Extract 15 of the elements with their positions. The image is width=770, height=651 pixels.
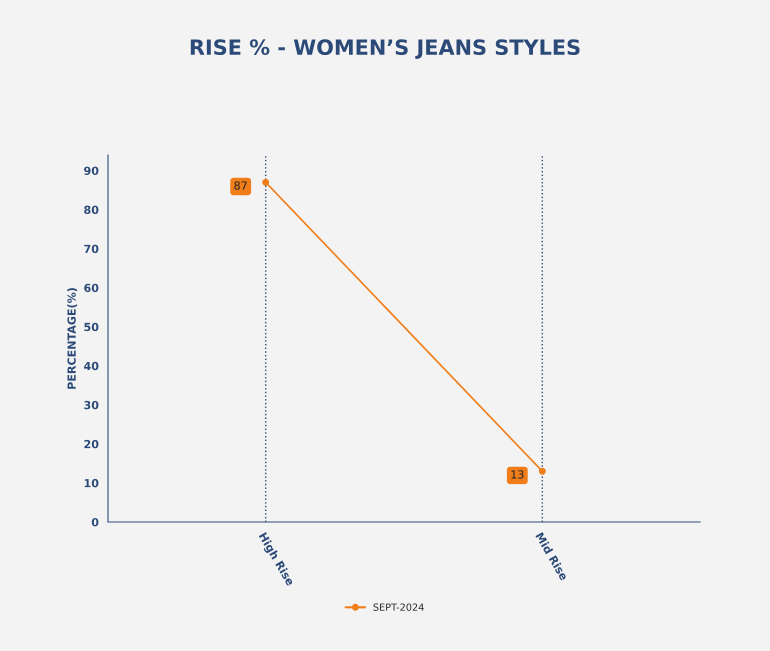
y-tick-label: 40: [84, 362, 98, 370]
y-tick-label: 70: [84, 244, 98, 254]
y-tick-label: 0: [92, 518, 98, 526]
y-tick-label: 30: [84, 400, 98, 410]
chart-title: RISE % - WOMEN’S JEANS STYLES: [190, 39, 580, 59]
data-label: 87: [234, 181, 247, 190]
y-axis-title: PERCENTAGE(%): [67, 288, 78, 389]
data-label: 13: [511, 470, 524, 479]
y-tick-label: 90: [84, 166, 98, 175]
y-tick-label: 60: [84, 284, 98, 292]
y-tick-label: 20: [84, 440, 98, 448]
y-tick-label: 10: [84, 478, 98, 488]
y-tick-label: 50: [84, 322, 98, 332]
legend-label: SEPT-2024: [374, 603, 424, 611]
y-tick-label: 80: [84, 206, 98, 214]
